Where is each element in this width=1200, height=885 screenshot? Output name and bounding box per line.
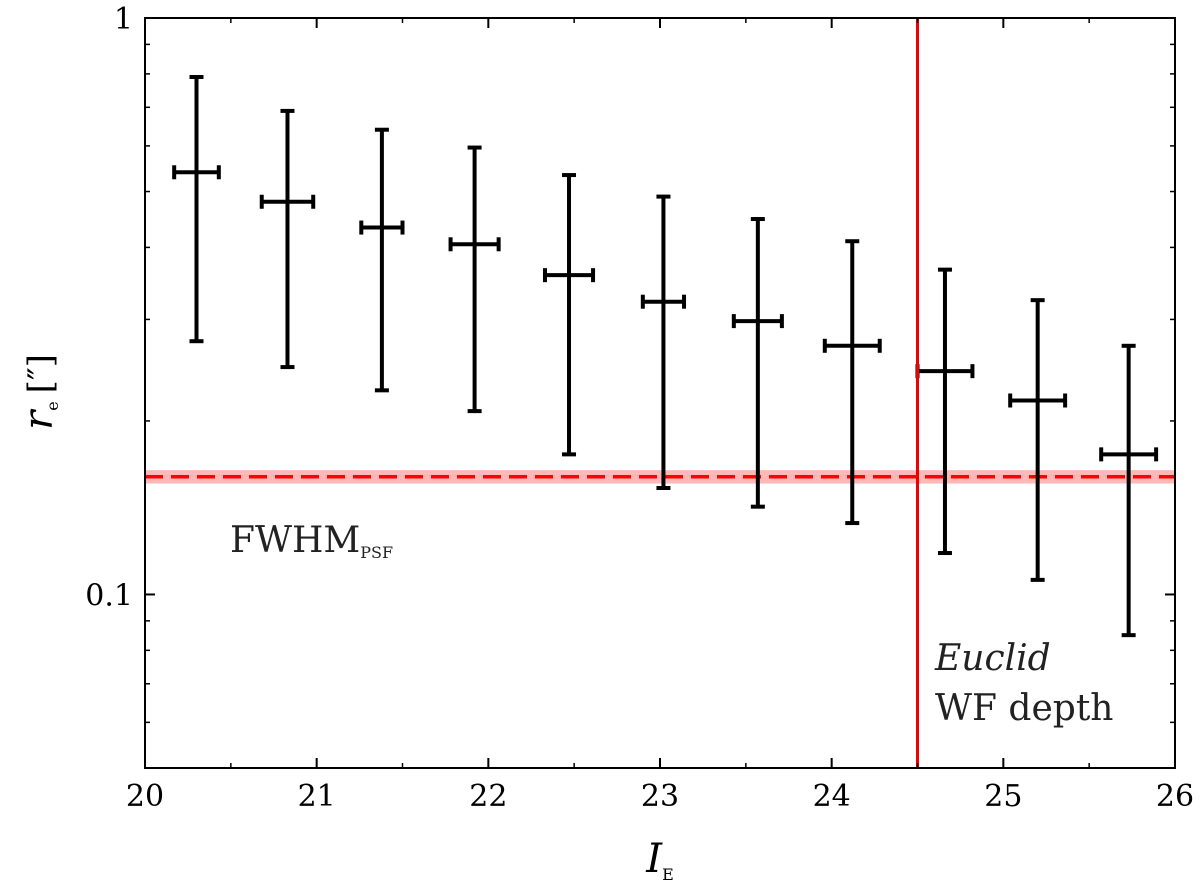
data-point <box>259 108 316 370</box>
errorbars <box>172 75 1159 638</box>
x-axis-label: IE <box>645 836 674 884</box>
data-point <box>359 127 405 393</box>
x-tick-labels: 20 21 22 23 24 25 26 <box>126 779 1194 814</box>
data-point <box>172 75 221 344</box>
x-tick-label: 26 <box>1156 779 1194 814</box>
y-axis-label: re[″] <box>16 354 62 430</box>
ticks <box>144 17 1176 769</box>
x-tick-label: 23 <box>641 779 679 814</box>
x-tick-label: 24 <box>813 779 851 814</box>
data-point <box>822 239 882 526</box>
x-tick-label: 25 <box>984 779 1022 814</box>
data-point <box>1099 343 1159 638</box>
data-point <box>1008 298 1068 582</box>
data-point <box>448 145 501 414</box>
depth-annotation-line1: Euclid <box>934 638 1051 679</box>
y-tick-label: 0.1 <box>85 578 133 613</box>
x-tick-label: 20 <box>126 779 164 814</box>
y-tick-labels: 0.11 <box>85 2 133 613</box>
data-point <box>640 194 687 490</box>
x-tick-label: 21 <box>298 779 336 814</box>
psf-annotation: FWHMPSF <box>230 520 393 562</box>
data-point <box>915 267 975 556</box>
data-point <box>542 173 596 457</box>
depth-annotation-line2: WF depth <box>935 688 1113 729</box>
y-tick-label: 1 <box>114 2 133 37</box>
x-tick-label: 22 <box>469 779 507 814</box>
data-point <box>731 217 784 509</box>
